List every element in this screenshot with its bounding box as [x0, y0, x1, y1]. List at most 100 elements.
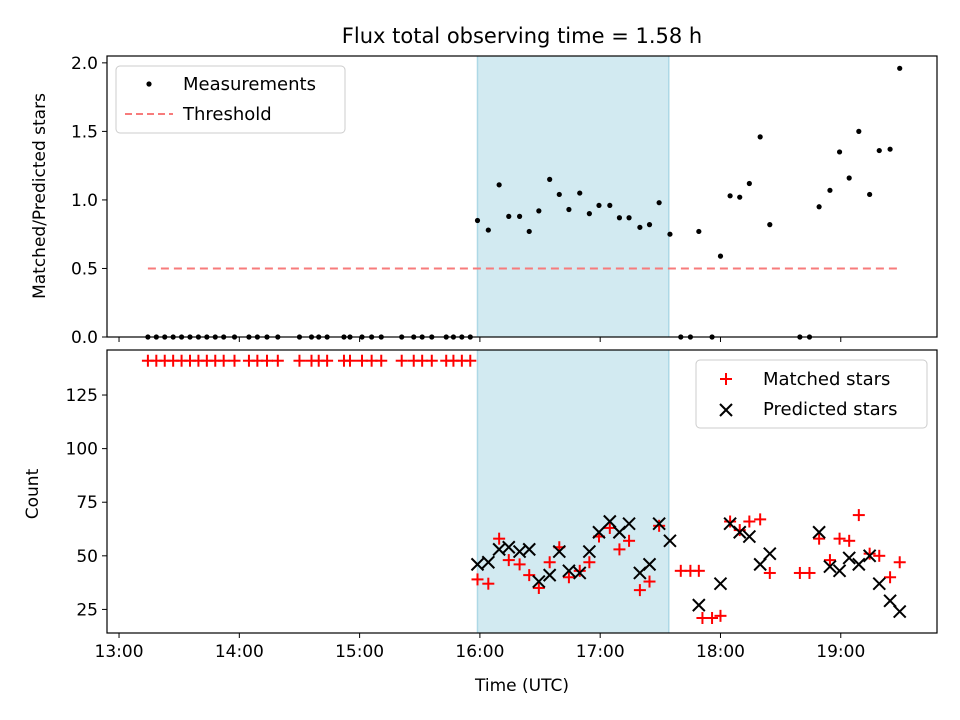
y-tick-label: 1.0: [71, 191, 98, 211]
predicted-star-point: [733, 525, 747, 539]
matched-star-point: [583, 556, 596, 569]
x-stroke: [542, 568, 557, 582]
bottom-y-axis-label: Count: [23, 468, 43, 519]
measurement-point: [696, 228, 702, 235]
x-stroke: [862, 549, 877, 563]
matched-star-point: [523, 569, 536, 582]
predicted-star-point: [522, 542, 536, 557]
legend-matched-label: Matched stars: [763, 369, 890, 390]
measurement-point: [496, 182, 502, 188]
matched-star-point: [893, 556, 906, 569]
x-stroke: [552, 544, 566, 559]
predicted-star-point: [542, 568, 557, 582]
x-stroke: [852, 557, 866, 572]
measurement-point: [887, 146, 893, 152]
bottom-panel: 25 50 75 100 125 13:00 14:00 15:00 16:00 17:00 18…: [23, 349, 938, 696]
matched-star-point: [513, 558, 526, 571]
matched-star-point: [833, 532, 846, 545]
measurement-point: [737, 194, 743, 200]
measurement-point: [556, 191, 562, 198]
predicted-star-point: [812, 525, 826, 539]
predicted-star-point: [872, 576, 886, 591]
matched-star-point: [653, 519, 666, 532]
predicted-stars-points: [470, 514, 907, 619]
measurement-point: [757, 134, 763, 140]
legend-predicted-label: Predicted stars: [763, 399, 897, 420]
measurement-point: [566, 206, 572, 213]
x-stroke: [502, 540, 516, 554]
matched-star-point: [532, 581, 545, 594]
chart-title: Flux total observing time = 1.58 h: [342, 24, 702, 48]
matched-star-point: [471, 573, 484, 586]
matched-star-point: [260, 354, 273, 367]
top-y-axis-label: Matched/Predicted stars: [30, 93, 50, 299]
x-stroke: [893, 604, 907, 619]
top-legend: Measurements Threshold: [115, 65, 346, 134]
matched-star-point: [543, 556, 556, 569]
measurement-point: [876, 147, 882, 154]
predicted-star-point: [532, 574, 546, 589]
legend-threshold-label: Threshold: [182, 104, 272, 125]
top-axes-frame: [106, 55, 938, 338]
x-tick-label: 15:00: [335, 642, 384, 662]
measurement-point: [577, 190, 583, 196]
predicted-star-point: [713, 576, 728, 591]
x-stroke: [573, 566, 587, 580]
predicted-star-point: [823, 559, 837, 574]
measurement-point: [767, 222, 773, 228]
measurement-point: [816, 204, 822, 210]
y-tick-label: 75: [76, 493, 98, 513]
x-stroke: [742, 529, 757, 544]
x-stroke: [470, 557, 485, 572]
matched-star-point: [375, 354, 388, 367]
measurement-point: [536, 208, 542, 214]
y-tick-label: 2.0: [71, 54, 98, 74]
legend-measurements-marker: [146, 81, 152, 87]
x-stroke: [562, 564, 576, 578]
predicted-star-point: [562, 564, 576, 578]
x-stroke: [692, 598, 706, 612]
matched-star-point: [343, 354, 356, 367]
x-stroke: [603, 514, 617, 529]
measurement-point: [727, 193, 733, 199]
measurement-point: [846, 175, 852, 181]
matched-star-point: [643, 575, 656, 588]
matched-star-point: [623, 534, 636, 547]
x-stroke: [823, 559, 837, 574]
x-stroke: [481, 555, 496, 569]
x-tick-label: 13:00: [95, 642, 144, 662]
bottom-y-ticks: 25 50 75 100 125: [66, 386, 107, 620]
top-y-ticks: 0.0 0.5 1.0 1.5 2.0: [71, 54, 107, 348]
predicted-star-point: [763, 546, 777, 561]
predicted-star-point: [582, 544, 597, 559]
x-stroke: [642, 557, 657, 572]
matched-star-point: [813, 532, 826, 545]
top-x-ticks: [118, 337, 842, 342]
predicted-star-point: [642, 557, 657, 572]
measurement-point: [637, 224, 643, 230]
matched-star-point: [754, 513, 767, 526]
matched-star-point: [803, 566, 816, 579]
x-stroke: [522, 542, 536, 557]
y-tick-label: 50: [76, 547, 98, 567]
measurement-point: [897, 65, 903, 71]
predicted-star-point: [603, 514, 617, 529]
y-tick-label: 1.5: [71, 122, 98, 142]
matched-star-point: [863, 547, 876, 560]
matched-star-point: [217, 354, 230, 367]
matched-star-point: [502, 554, 515, 567]
matched-star-point: [228, 354, 241, 367]
matched-star-point: [482, 577, 495, 590]
matched-star-point: [714, 609, 727, 622]
x-stroke: [842, 551, 856, 565]
predicted-star-point: [753, 557, 767, 572]
predicted-star-point: [573, 566, 587, 580]
x-tick-label: 19:00: [816, 642, 865, 662]
matched-star-point: [395, 354, 408, 367]
matched-star-point: [573, 564, 586, 577]
predicted-star-point: [502, 540, 516, 554]
measurement-point: [474, 217, 481, 224]
matched-star-point: [763, 566, 776, 579]
predicted-star-point: [552, 544, 566, 559]
